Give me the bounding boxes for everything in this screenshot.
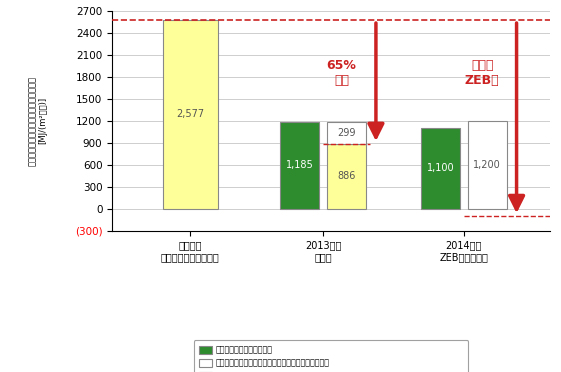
Bar (280, 122, 319, 209)
Text: 65%
削減: 65% 削減 (327, 60, 356, 87)
Text: 2,577: 2,577 (176, 109, 204, 119)
Legend: 「一次エネルギー消費量」, 「再生可能エネルギーによる一次エネルギー削減量」, 「年間の一次エネルギー収支」＝「一次エネルギー消費量」－「再生可能エネルギーによ: 「一次エネルギー消費量」, 「再生可能エネルギーによる一次エネルギー削減量」, … (194, 340, 468, 372)
Text: 299: 299 (337, 128, 356, 138)
Text: 1,185: 1,185 (286, 160, 314, 170)
Bar (163, 20, 218, 209)
Text: 1,200: 1,200 (473, 160, 501, 170)
Bar (421, 128, 460, 209)
Text: 単位面積当たりの一次エネルギー消費量
[MJ/(m²・年)]: 単位面積当たりの一次エネルギー消費量 [MJ/(m²・年)] (28, 76, 48, 166)
Text: ソース
ZEB化: ソース ZEB化 (465, 60, 499, 87)
Bar (468, 121, 507, 209)
Bar (327, 144, 366, 209)
Text: 1,100: 1,100 (426, 163, 454, 173)
Text: 886: 886 (337, 171, 356, 181)
Bar (327, 122, 366, 144)
